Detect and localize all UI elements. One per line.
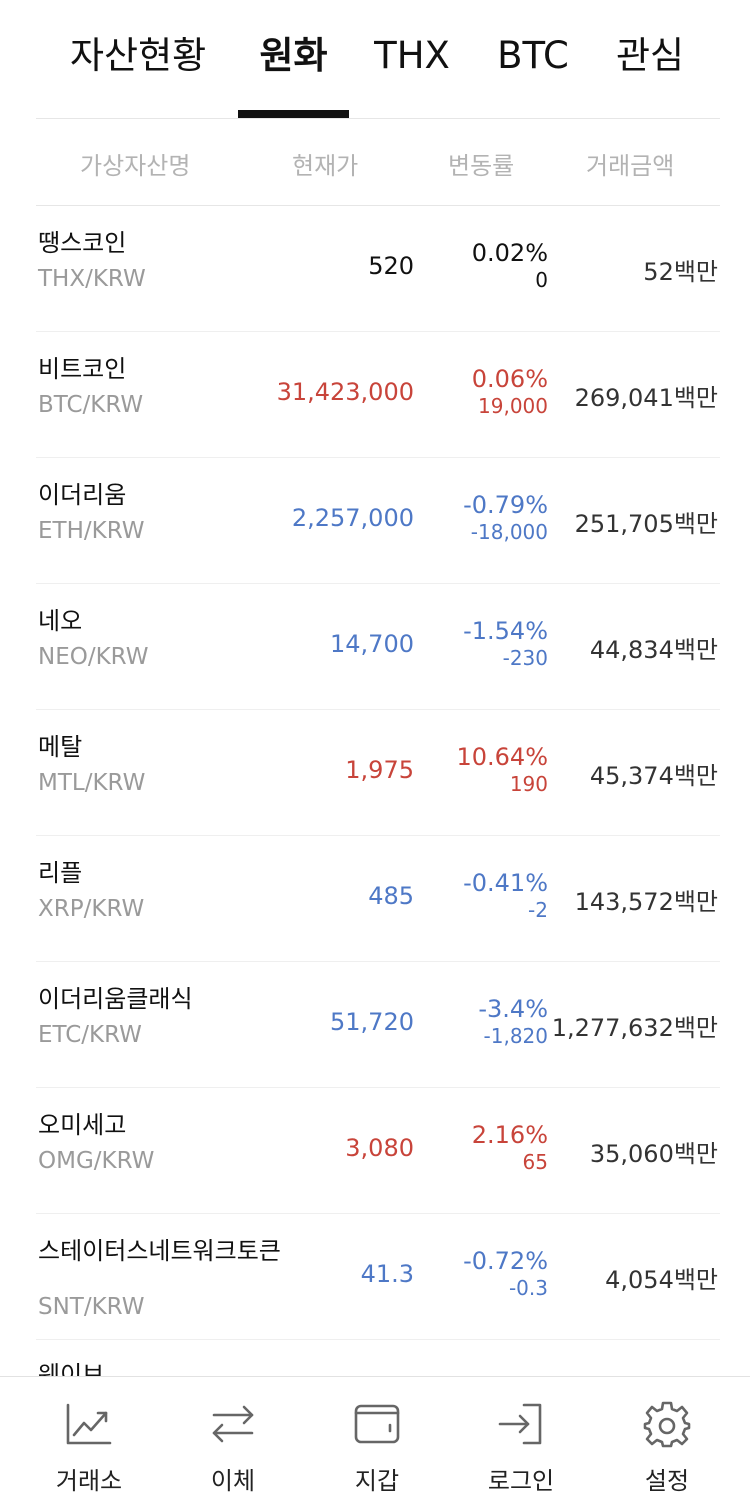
coin-change-amount: -2	[528, 898, 548, 922]
coin-volume: 4,054백만	[605, 1266, 718, 1294]
column-price[interactable]: 현재가	[292, 152, 359, 180]
nav-exchange[interactable]: 거래소	[14, 1377, 164, 1509]
coin-pair: XRP/KRW	[38, 896, 145, 922]
coin-row[interactable]: 리플 XRP/KRW 485 -0.41% -2 143,572백만	[36, 836, 720, 962]
coin-change-amount: -230	[502, 646, 548, 670]
bottom-nav: 거래소 이체 지갑 로그인 설정	[0, 1376, 750, 1509]
coin-price: 3,080	[345, 1134, 414, 1162]
coin-change-percent: -1.54%	[463, 617, 548, 645]
coin-price: 485	[368, 882, 414, 910]
wallet-icon	[354, 1404, 400, 1444]
coin-price: 14,700	[330, 630, 414, 658]
tab-favorites[interactable]: 관심	[615, 34, 685, 77]
coin-name: 스테이터스네트워크토큰	[38, 1237, 281, 1265]
login-icon	[498, 1403, 542, 1445]
coin-price: 41.3	[360, 1260, 414, 1288]
coin-price: 31,423,000	[276, 378, 414, 406]
coin-change-percent: -3.4%	[478, 995, 548, 1023]
nav-wallet[interactable]: 지갑	[302, 1377, 452, 1509]
coin-name: 오미세고	[38, 1111, 127, 1139]
coin-change-percent: -0.79%	[463, 491, 548, 519]
tab-thx[interactable]: THX	[374, 34, 450, 77]
coin-change-amount: 19,000	[478, 394, 548, 418]
coin-volume: 251,705백만	[574, 510, 718, 538]
coin-name: 메탈	[38, 733, 83, 761]
coin-row[interactable]: 비트코인 BTC/KRW 31,423,000 0.06% 19,000 269,041백…	[36, 332, 720, 458]
coin-volume: 269,041백만	[574, 384, 718, 412]
coin-row[interactable]: 이더리움 ETH/KRW 2,257,000 -0.79% -18,000 251,705…	[36, 458, 720, 584]
column-volume[interactable]: 거래금액	[586, 152, 675, 180]
coin-price: 1,975	[345, 756, 414, 784]
nav-transfer[interactable]: 이체	[158, 1377, 308, 1509]
coin-name: 땡스코인	[38, 229, 127, 257]
column-name[interactable]: 가상자산명	[80, 152, 191, 180]
coin-row[interactable]: 오미세고 OMG/KRW 3,080 2.16% 65 35,060백만	[36, 1088, 720, 1214]
coin-name: 이더리움	[38, 481, 127, 509]
coin-volume: 1,277,632백만	[551, 1014, 718, 1042]
coin-pair: ETC/KRW	[38, 1022, 142, 1048]
nav-settings[interactable]: 설정	[592, 1377, 742, 1509]
coin-row[interactable]: 메탈 MTL/KRW 1,975 10.64% 190 45,374백만	[36, 710, 720, 836]
nav-transfer-label: 이체	[210, 1467, 256, 1495]
coin-change-amount: 190	[509, 772, 548, 796]
coin-name: 이더리움클래식	[38, 985, 193, 1013]
coin-change-amount: -1,820	[483, 1024, 548, 1048]
coin-row[interactable]: 스테이터스네트워크토큰 SNT/KRW 41.3 -0.72% -0.3 4,054백만	[36, 1214, 720, 1340]
coin-volume: 35,060백만	[589, 1140, 718, 1168]
column-change[interactable]: 변동률	[448, 152, 515, 180]
coin-pair: SNT/KRW	[38, 1294, 145, 1320]
transfer-icon	[212, 1405, 254, 1443]
tab-btc[interactable]: BTC	[497, 34, 569, 77]
coin-volume: 143,572백만	[574, 888, 718, 916]
coin-pair: ETH/KRW	[38, 518, 145, 544]
coin-volume: 44,834백만	[589, 636, 718, 664]
coin-change-amount: -0.3	[508, 1276, 548, 1300]
tab-krw[interactable]: 원화	[259, 34, 328, 77]
nav-login[interactable]: 로그인	[446, 1377, 596, 1509]
coin-pair: BTC/KRW	[38, 392, 144, 418]
coin-change-amount: 65	[522, 1150, 548, 1174]
nav-settings-label: 설정	[644, 1467, 690, 1495]
coin-change-percent: 0.06%	[471, 365, 548, 393]
coin-change-percent: -0.72%	[463, 1247, 548, 1275]
active-tab-indicator	[238, 110, 349, 118]
coin-pair: MTL/KRW	[38, 770, 146, 796]
coin-pair: NEO/KRW	[38, 644, 149, 670]
coin-change-amount: -18,000	[470, 520, 548, 544]
coin-change-percent: 2.16%	[471, 1121, 548, 1149]
chart-icon	[66, 1403, 112, 1445]
coin-row[interactable]: 네오 NEO/KRW 14,700 -1.54% -230 44,834백만	[36, 584, 720, 710]
nav-wallet-label: 지갑	[354, 1467, 400, 1495]
coin-price: 520	[368, 252, 414, 280]
coin-volume: 52백만	[643, 258, 718, 286]
coin-row[interactable]: 이더리움클래식 ETC/KRW 51,720 -3.4% -1,820 1,277,632…	[36, 962, 720, 1088]
coin-pair: OMG/KRW	[38, 1148, 155, 1174]
coin-change-amount: 0	[535, 268, 548, 292]
coin-price: 2,257,000	[291, 504, 414, 532]
coin-row[interactable]: 땡스코인 THX/KRW 520 0.02% 0 52백만	[36, 206, 720, 332]
market-tabs: 자산현황 원화 THX BTC 관심	[36, 0, 720, 119]
coin-change-percent: 0.02%	[471, 239, 548, 267]
gear-icon	[643, 1401, 691, 1448]
coin-name: 리플	[38, 859, 83, 887]
coin-change-percent: 10.64%	[456, 743, 548, 771]
tab-assets[interactable]: 자산현황	[70, 34, 207, 77]
coin-name: 비트코인	[38, 355, 127, 383]
coin-name: 네오	[38, 607, 83, 635]
coin-price: 51,720	[330, 1008, 414, 1036]
column-header: 가상자산명 현재가 변동률 거래금액	[36, 119, 720, 206]
nav-login-label: 로그인	[487, 1467, 555, 1495]
coin-pair: THX/KRW	[38, 266, 146, 292]
nav-exchange-label: 거래소	[55, 1467, 123, 1495]
coin-volume: 45,374백만	[589, 762, 718, 790]
coin-change-percent: -0.41%	[463, 869, 548, 897]
